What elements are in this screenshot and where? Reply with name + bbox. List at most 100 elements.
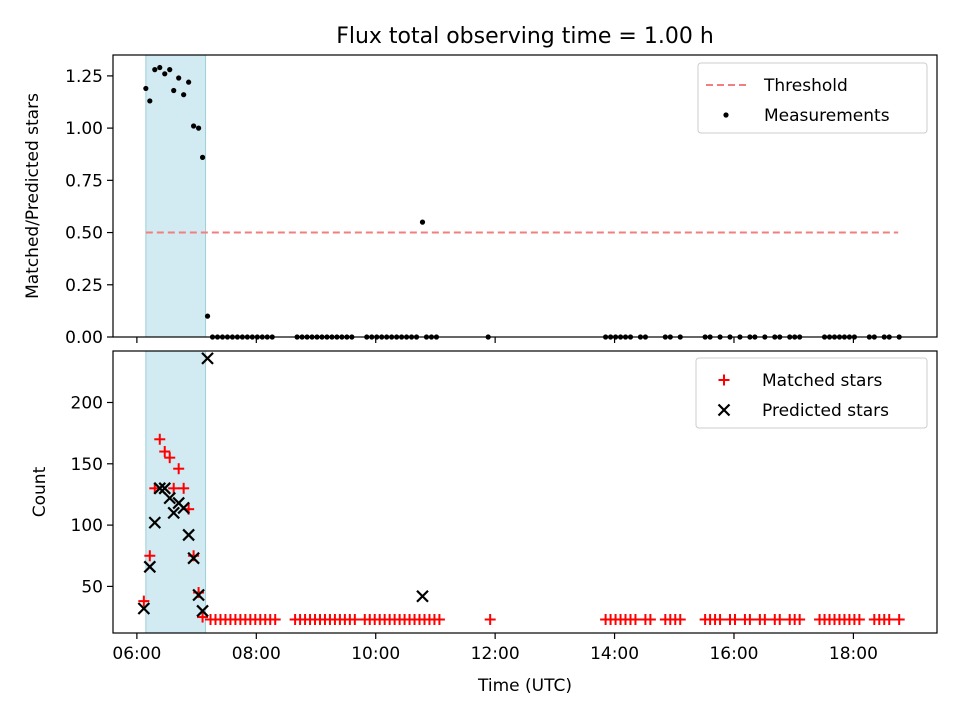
top-x-ticks — [136, 337, 855, 343]
measurement-point — [157, 64, 163, 71]
measurement-point — [176, 75, 182, 81]
predicted-star-point — [187, 551, 200, 565]
matched-star-point — [159, 446, 171, 458]
matched-star-point — [794, 614, 806, 626]
matched-star-point — [674, 614, 686, 626]
ratio-panel: 0.00 0.25 0.50 0.75 1.00 1.25 Matched/Predict… — [23, 54, 938, 348]
predicted-star-point — [167, 506, 180, 520]
matched-star-point — [774, 614, 786, 626]
bottom-x-tick-label: 16:00 — [709, 644, 758, 664]
bottom-x-tick-label: 06:00 — [112, 644, 161, 664]
top-y-tick-label: 0.25 — [65, 276, 103, 296]
bottom-x-tick-label: 08:00 — [232, 644, 281, 664]
predicted-marker-b — [182, 528, 195, 542]
top-y-tick-label: 1.00 — [65, 119, 103, 139]
predicted-marker-b — [163, 491, 177, 505]
count-panel: 50 100 150 200 06:00 08:00 10:00 12:00 14:00 16:… — [30, 350, 938, 696]
predicted-marker-b — [143, 560, 157, 574]
bottom-y-axis-label: Count — [30, 466, 50, 517]
legend-box — [697, 62, 928, 134]
bottom-y-tick-label: 150 — [71, 455, 103, 475]
measurement-point — [191, 123, 197, 129]
matched-star-point — [433, 614, 445, 626]
measurement-point — [186, 79, 192, 85]
matched-star-point — [759, 614, 771, 626]
predicted-marker-b — [158, 482, 172, 495]
predicted-star-point — [196, 604, 209, 618]
matched-star-point — [883, 614, 895, 626]
top-y-tick-label: 0.50 — [65, 224, 103, 244]
matched-star-point — [714, 614, 726, 626]
predicted-star-point — [153, 482, 167, 495]
matched-star-point — [168, 482, 180, 494]
predicted-star-point — [182, 528, 195, 542]
matched-star-point — [164, 452, 176, 464]
top-axes-frame — [112, 54, 938, 338]
predicted-star-point — [148, 516, 162, 529]
x-axis-label: Time (UTC) — [477, 676, 572, 696]
matched-star-point — [197, 611, 209, 623]
predicted-marker-b — [196, 604, 209, 618]
measurement-point — [419, 219, 426, 225]
measurement-point — [181, 92, 187, 98]
predicted-marker-b — [167, 506, 180, 520]
bottom-x-tick-label: 18:00 — [829, 644, 878, 664]
legend-predicted-swatch-b — [717, 403, 731, 417]
bottom-y-ticks: 50 100 150 200 — [71, 393, 113, 597]
bottom-x-ticks: 06:00 08:00 10:00 12:00 14:00 16:00 18:00 — [112, 633, 878, 664]
matched-star-point — [178, 482, 190, 494]
bottom-axes-frame — [112, 350, 938, 634]
predicted-star-point — [158, 482, 172, 495]
top-legend: Threshold Measurements — [697, 62, 928, 134]
legend-box — [695, 357, 928, 429]
matched-star-point — [173, 463, 185, 475]
matched-star-point — [269, 614, 281, 626]
legend-label: Predicted stars — [762, 401, 889, 421]
count-points — [137, 352, 905, 626]
predicted-marker-b — [177, 501, 190, 515]
legend-label: Matched stars — [762, 371, 882, 391]
bottom-x-tick-label: 14:00 — [590, 644, 639, 664]
predicted-marker-b — [148, 516, 162, 529]
predicted-marker-b — [192, 588, 205, 602]
measurement-point — [199, 154, 206, 160]
measurement-point — [167, 67, 173, 73]
measurement-point — [147, 98, 153, 104]
measurement-point — [204, 313, 211, 319]
figure-title: Flux total observing time = 1.00 h — [336, 24, 714, 49]
bottom-x-tick-label: 10:00 — [351, 644, 400, 664]
bottom-legend: Matched stars Predicted stars — [695, 357, 928, 429]
predicted-star-point — [143, 560, 157, 574]
bottom-y-tick-label: 100 — [71, 516, 103, 536]
matched-star-point — [138, 595, 150, 607]
predicted-star-point — [177, 501, 190, 515]
matched-star-point — [629, 614, 641, 626]
measurement-point — [143, 85, 149, 92]
legend-label: Measurements — [764, 106, 890, 126]
matched-star-point — [349, 614, 361, 626]
top-shade-rect — [145, 54, 207, 338]
legend-measurement-swatch — [723, 112, 729, 118]
predicted-marker-b — [187, 551, 200, 565]
predicted-marker-b — [201, 352, 214, 365]
top-y-axis-label: Matched/Predicted stars — [23, 93, 43, 299]
predicted-star-point — [163, 491, 177, 505]
top-y-tick-label: 0.75 — [65, 171, 103, 191]
predicted-star-point — [201, 352, 214, 365]
matched-star-point — [484, 614, 496, 626]
matched-star-point — [644, 614, 656, 626]
legend-label: Threshold — [763, 76, 848, 96]
predicted-star-point — [416, 589, 429, 603]
measurement-point — [162, 71, 168, 77]
predicted-star-point — [192, 588, 205, 602]
top-observing-window-band — [145, 54, 207, 338]
bottom-x-tick-label: 12:00 — [471, 644, 520, 664]
predicted-marker-b — [137, 602, 151, 615]
predicted-marker-b — [416, 589, 429, 603]
top-y-tick-label: 1.25 — [65, 67, 103, 87]
predicted-star-point — [137, 602, 151, 615]
top-y-tick-label: 0.00 — [65, 328, 103, 348]
matched-star-point — [853, 614, 865, 626]
matched-star-point — [144, 550, 156, 562]
